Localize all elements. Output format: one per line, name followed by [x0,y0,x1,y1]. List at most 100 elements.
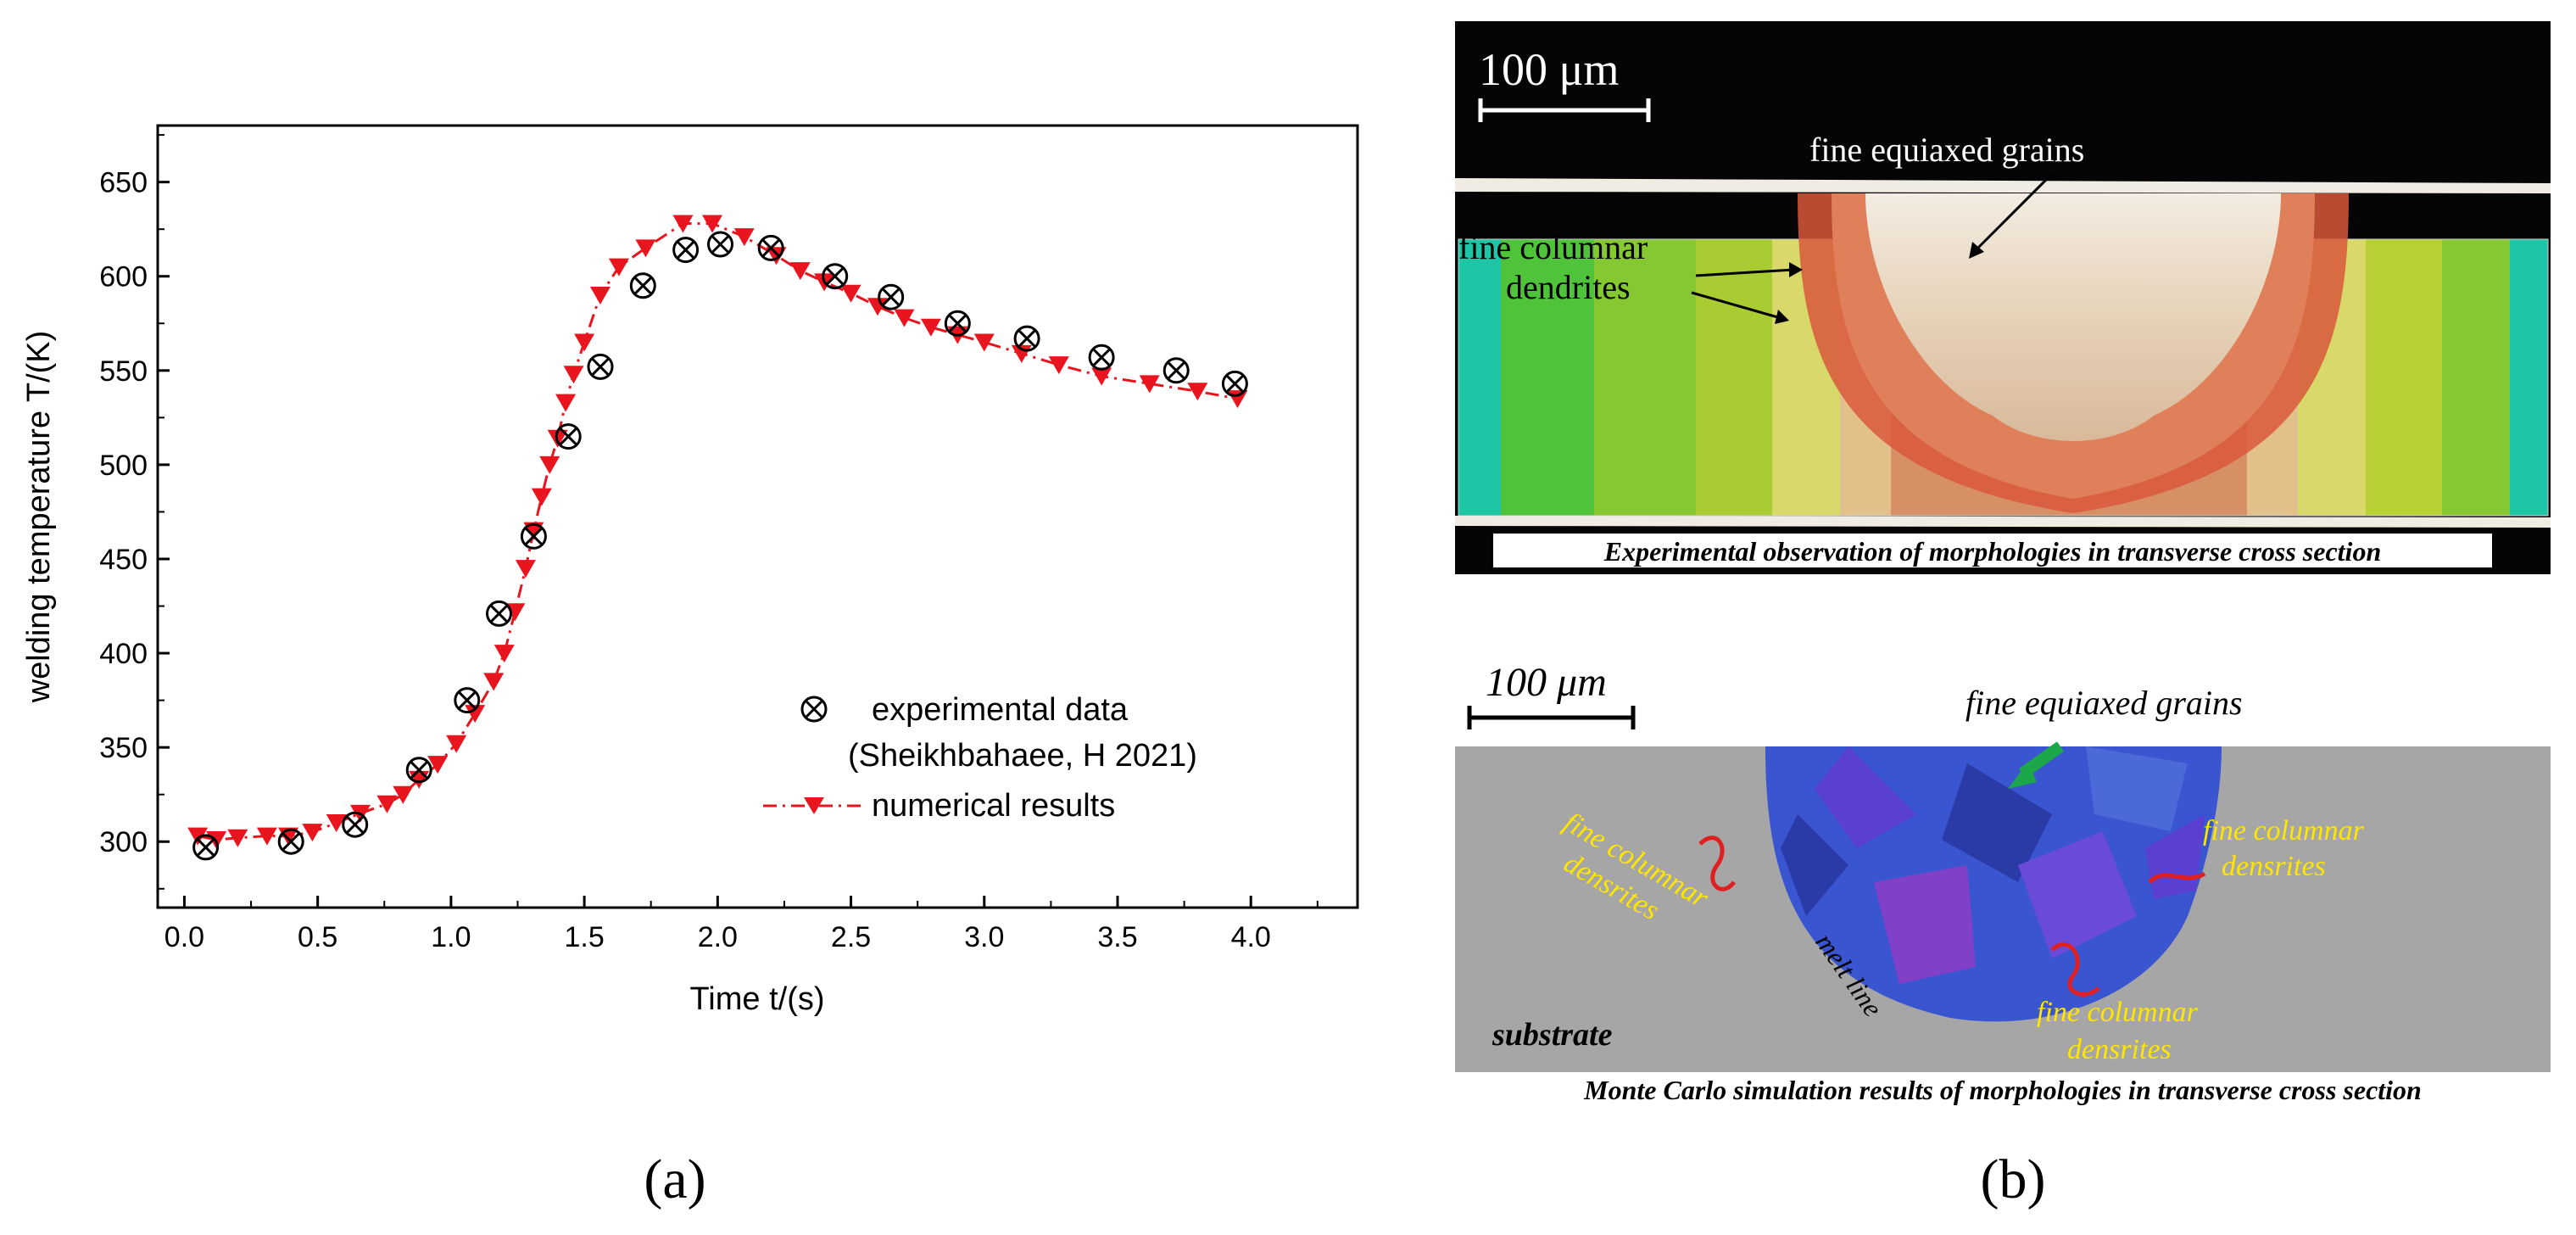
y-axis-ticks: 300 350 400 450 500 550 600 650 [99,134,170,890]
numerical-point [256,827,277,846]
simulation-columnar-right-line2: densrites [2222,851,2326,882]
experimental-point [629,272,656,299]
experimental-point [1088,344,1115,371]
legend-numerical-label: numerical results [872,788,1115,824]
numerical-point [563,366,584,384]
plot-frame [156,124,1359,909]
x-tick-label: 1.5 [564,921,604,953]
x-axis-ticks: 0.0 0.5 1.0 1.5 2.0 2.5 3.0 3.5 4.0 [164,896,1319,953]
experimental-point [454,687,481,714]
simulation-columnar-bottom-line1: fine columnar [2037,997,2199,1028]
numerical-point [227,829,248,847]
y-tick-label: 500 [99,450,148,482]
experimental-point [1013,325,1040,352]
experimental-micrograph: 100 μm fine equiaxed grains fine columna… [1455,21,2551,574]
simulation-columnar-right-line1: fine columnar [2203,815,2365,847]
y-tick-label: 400 [99,638,148,670]
panel-a-label: (a) [644,1148,705,1210]
x-axis-label: Time t/(s) [689,981,824,1017]
temperature-chart: 0.0 0.5 1.0 1.5 2.0 2.5 3.0 3.5 4.0 300 350 400 450… [21,124,1359,1017]
micrograph-columnar-label-line1: fine columnar [1458,228,1648,266]
numerical-point [446,735,467,753]
x-tick-label: 3.5 [1097,921,1137,953]
experimental-point [277,828,304,855]
numerical-point [1048,356,1069,375]
numerical-point [894,309,915,327]
numerical-point [589,286,611,305]
numerical-point [973,333,995,352]
numerical-point [733,228,755,247]
x-tick-label: 0.0 [164,921,204,953]
numerical-point [393,785,414,804]
micrograph-equiaxed-label: fine equiaxed grains [1809,131,2084,169]
numerical-results-line [197,222,1238,841]
panel-b-label: (b) [1981,1148,2046,1210]
numerical-point [483,673,505,691]
experimental-point [520,522,547,550]
simulation-caption: Monte Carlo simulation results of morpho… [1583,1075,2422,1105]
numerical-point [1187,383,1208,401]
y-tick-label: 350 [99,732,148,764]
numerical-point [531,488,552,506]
micrograph-columnar-label-line2: dendrites [1506,268,1631,306]
monte-carlo-simulation: 100 μm fine equiaxed grains fine columna… [1455,660,2551,1105]
numerical-point [672,215,694,233]
experimental-point [486,600,512,627]
numerical-point [493,645,515,663]
simulation-scale-label: 100 μm [1486,660,1607,705]
y-tick-label: 650 [99,167,148,199]
numerical-point [187,827,209,846]
simulation-equiaxed-label: fine equiaxed grains [1965,684,2243,722]
experimental-point [757,234,784,261]
numerical-point [702,215,723,233]
experimental-point [555,423,582,450]
numerical-point [867,298,888,316]
experimental-point [672,237,700,264]
experimental-point [944,310,971,337]
numerical-point [840,284,861,303]
micrograph-scale-label: 100 μm [1479,44,1619,95]
y-axis-label: welding temperature T/(K) [21,331,57,704]
numerical-point [302,824,323,842]
numerical-point [608,258,629,277]
experimental-point [587,353,614,380]
y-tick-label: 450 [99,544,148,576]
x-tick-label: 1.0 [431,921,471,953]
legend-experimental-source: (Sheikhbahaee, H 2021) [848,738,1197,774]
experimental-point [878,283,905,310]
x-tick-label: 3.0 [964,921,1004,953]
numerical-point [920,318,941,337]
legend-numerical-marker [804,797,824,814]
numerical-point [465,705,486,724]
y-tick-label: 550 [99,355,148,388]
chart-legend: experimental data (Sheikhbahaee, H 2021)… [763,692,1197,824]
legend-experimental-marker [800,696,828,723]
experimental-point [192,834,220,861]
micrograph-caption: Experimental observation of morphologies… [1603,536,2381,567]
experimental-point [342,811,369,838]
y-tick-label: 600 [99,261,148,293]
numerical-point [376,795,398,813]
numerical-point [635,239,656,258]
experimental-point [707,231,733,258]
y-tick-label: 300 [99,826,148,858]
numerical-point [515,560,536,578]
experimental-point [405,757,432,784]
numerical-point [427,756,449,774]
numerical-point [1139,375,1160,394]
legend-experimental-label: experimental data [872,692,1129,728]
numerical-point [789,262,811,281]
x-tick-label: 2.0 [698,921,738,953]
experimental-point [1163,357,1190,384]
numerical-point [555,394,577,412]
x-tick-label: 0.5 [298,921,337,953]
simulation-substrate-label: substrate [1492,1017,1613,1053]
numerical-point [574,333,595,352]
x-tick-label: 4.0 [1231,921,1271,953]
x-tick-label: 2.5 [831,921,871,953]
experimental-point [1221,370,1248,397]
numerical-point [326,814,347,833]
numerical-point [1091,367,1112,386]
